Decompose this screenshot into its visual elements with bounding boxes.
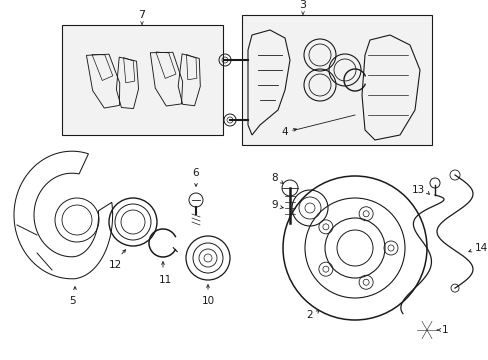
Bar <box>62 25 223 135</box>
Text: 3: 3 <box>299 0 306 10</box>
Text: 8: 8 <box>271 173 278 183</box>
Text: 14: 14 <box>474 243 487 253</box>
Text: 12: 12 <box>108 260 122 270</box>
Bar <box>242 15 431 145</box>
Text: 2: 2 <box>306 310 312 320</box>
Text: 7: 7 <box>138 10 145 20</box>
Text: 11: 11 <box>158 275 171 285</box>
Text: 13: 13 <box>411 185 424 195</box>
Text: 9: 9 <box>271 200 278 210</box>
Text: 4: 4 <box>281 127 287 137</box>
Text: 1: 1 <box>441 325 447 335</box>
Text: 6: 6 <box>192 168 199 178</box>
Text: 5: 5 <box>68 296 75 306</box>
Text: 10: 10 <box>201 296 214 306</box>
